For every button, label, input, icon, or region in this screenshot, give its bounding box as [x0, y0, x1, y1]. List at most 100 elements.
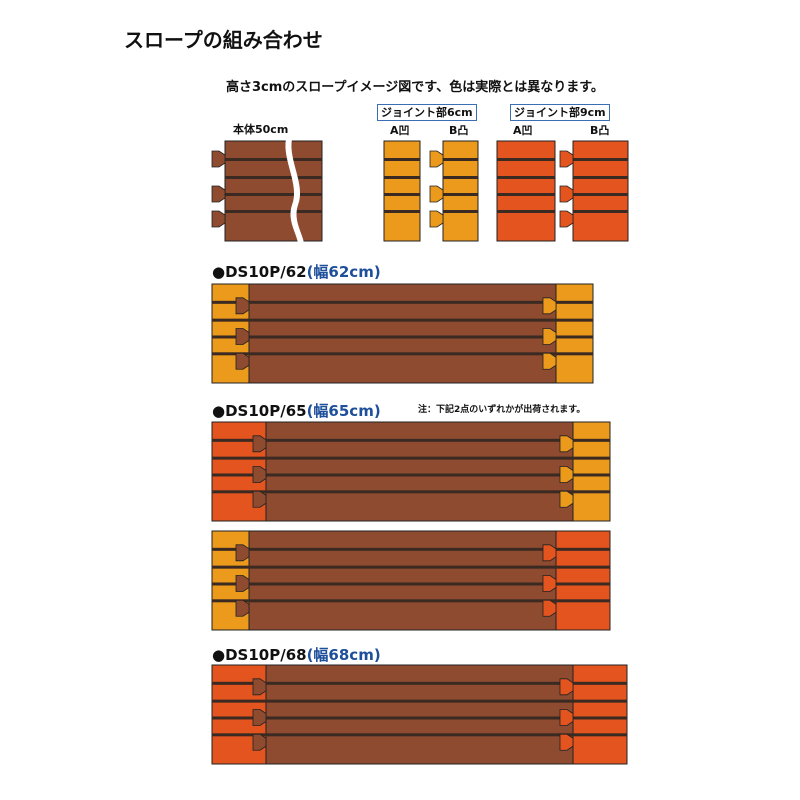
joint-tab [252, 733, 267, 751]
groove-line [225, 158, 322, 161]
joint9-b-label: B凸 [590, 124, 610, 137]
joint-tab [559, 709, 574, 726]
groove-line [497, 210, 555, 213]
joint-tab [559, 466, 574, 483]
legend-body-tab [211, 185, 226, 203]
joint-tab [542, 575, 557, 592]
legend-joint9-b-tab [559, 185, 574, 203]
joint-tab [252, 709, 267, 726]
groove-line [573, 210, 628, 213]
groove-line [212, 599, 610, 603]
joint6-label: ジョイント部6cm [377, 104, 477, 121]
slope-segment-joint9 [572, 664, 628, 765]
joint-tab [235, 575, 250, 592]
groove-line [384, 158, 420, 161]
groove-line [573, 158, 628, 161]
groove-line [384, 210, 420, 213]
legend-body [224, 140, 323, 242]
groove-line [497, 193, 555, 196]
joint9-a-label: A凹 [513, 124, 533, 137]
groove-line [573, 193, 628, 196]
groove-line [212, 456, 610, 460]
joint-tab [235, 328, 250, 345]
joint-tab [542, 544, 557, 562]
joint-tab [252, 466, 267, 483]
legend-joint6-b-tab [429, 210, 444, 228]
joint6-b-label: B凸 [449, 124, 469, 137]
model-name: ●DS10P/65 [212, 402, 307, 420]
model-width: (幅65cm) [306, 402, 381, 420]
model-title-68: ●DS10P/68(幅68cm) [212, 644, 381, 665]
joint-tab [542, 352, 557, 370]
groove-line [497, 176, 555, 179]
groove-line [212, 473, 610, 477]
cut-mark [285, 139, 304, 243]
joint-tab [542, 599, 557, 617]
legend-body-tab [211, 210, 226, 228]
joint-tab [235, 544, 250, 562]
joint-tab [252, 678, 267, 696]
joint9-label: ジョイント部9cm [510, 104, 610, 121]
groove-line [212, 582, 610, 586]
model-name: ●DS10P/68 [212, 646, 307, 664]
groove-line [212, 300, 593, 304]
joint-tab [235, 352, 250, 370]
joint-tab [235, 297, 250, 315]
groove-line [212, 565, 610, 569]
slope-segment-body [248, 530, 557, 631]
groove-line [225, 176, 322, 179]
model-title-65: ●DS10P/65(幅65cm) [212, 400, 381, 421]
page-title: スロープの組み合わせ [124, 28, 323, 52]
joint-tab [252, 435, 267, 453]
legend-joint6-b-tab [429, 185, 444, 203]
groove-line [212, 438, 610, 442]
slope-segment-body [248, 283, 557, 384]
joint-tab [542, 297, 557, 315]
slope-segment-body [265, 664, 574, 765]
legend-joint9-b-tab [559, 210, 574, 228]
groove-line [212, 335, 593, 339]
groove-line [443, 176, 478, 179]
groove-line [212, 733, 627, 737]
model-title-62: ●DS10P/62(幅62cm) [212, 261, 381, 282]
legend-joint6-b-tab [429, 150, 444, 168]
slope-segment-body [265, 421, 574, 522]
model-width: (幅68cm) [306, 646, 381, 664]
groove-line [212, 716, 627, 720]
model-width: (幅62cm) [306, 263, 381, 281]
groove-line [443, 193, 478, 196]
joint-tab [559, 435, 574, 453]
joint-tab [542, 328, 557, 345]
groove-line [212, 490, 610, 494]
shipping-note: 注：下記2点のいずれかが出荷されます。 [418, 405, 586, 415]
joint6-a-label: A凹 [390, 124, 410, 137]
groove-line [212, 699, 627, 703]
joint-tab [559, 490, 574, 508]
model-name: ●DS10P/62 [212, 263, 307, 281]
groove-line [225, 210, 322, 213]
legend-body-tab [211, 150, 226, 168]
subtitle: 高さ3cmのスロープイメージ図です、色は実際とは異なります。 [226, 80, 604, 95]
slope-segment-joint6 [572, 421, 611, 522]
groove-line [212, 681, 627, 685]
slope-segment-joint9 [555, 530, 611, 631]
legend-joint9-b-tab [559, 150, 574, 168]
groove-line [573, 176, 628, 179]
groove-line [443, 158, 478, 161]
joint-tab [559, 733, 574, 751]
groove-line [212, 547, 610, 551]
legend-joint9-a [496, 140, 556, 242]
groove-line [212, 352, 593, 356]
groove-line [384, 176, 420, 179]
joint-tab [559, 678, 574, 696]
joint-tab [252, 490, 267, 508]
legend-joint6-a [383, 140, 421, 242]
groove-line [225, 193, 322, 196]
slope-segment-joint6 [555, 283, 594, 384]
groove-line [212, 318, 593, 322]
joint-tab [235, 599, 250, 617]
groove-line [384, 193, 420, 196]
legend-joint6-b [442, 140, 479, 242]
body-label: 本体50cm [233, 123, 289, 136]
groove-line [443, 210, 478, 213]
